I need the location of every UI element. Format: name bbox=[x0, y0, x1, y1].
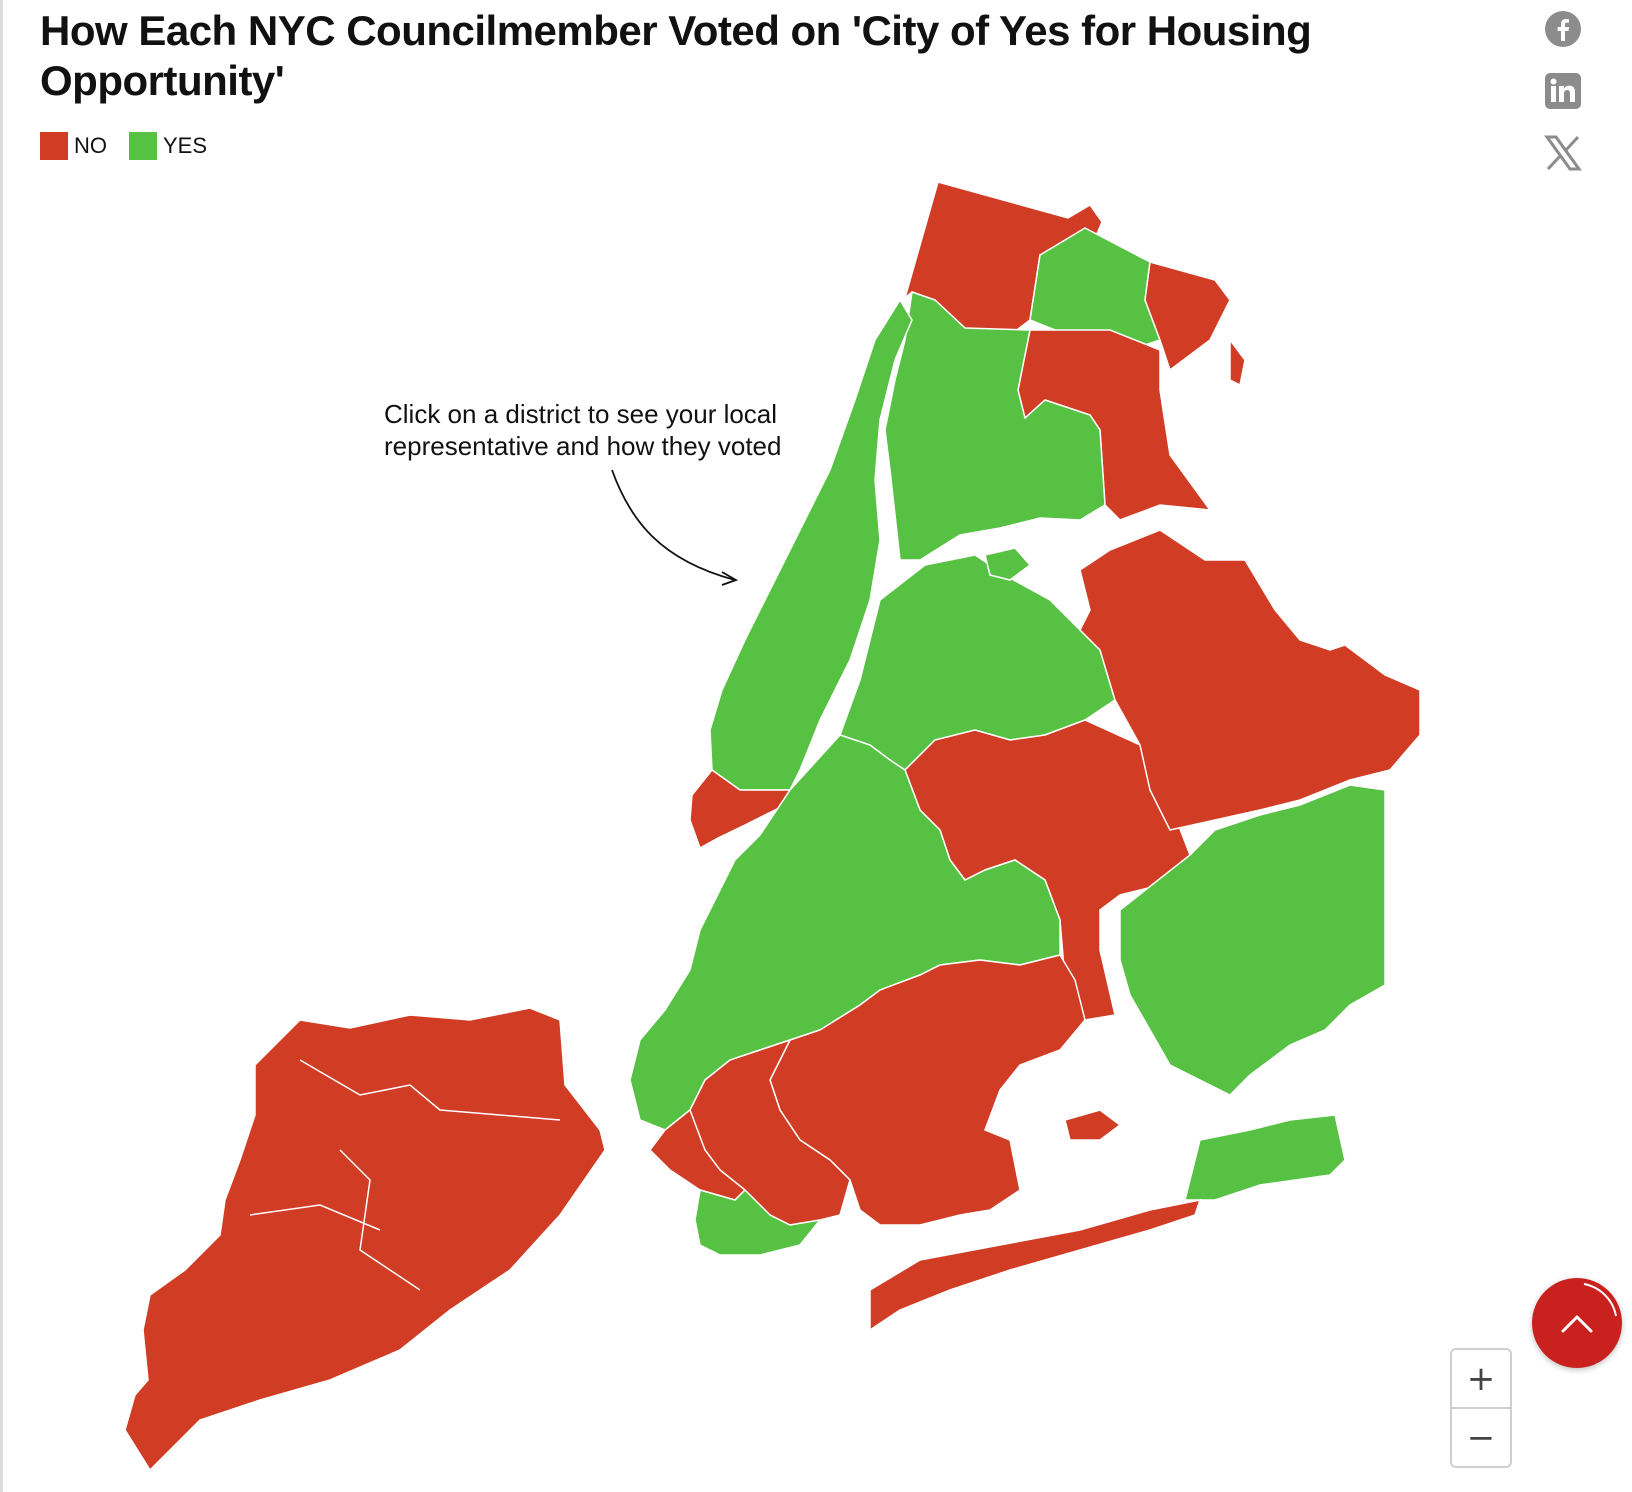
page-title: How Each NYC Councilmember Voted on 'Cit… bbox=[40, 7, 1312, 104]
district-bronx-islands[interactable] bbox=[1229, 337, 1246, 387]
facebook-share-button[interactable] bbox=[1542, 8, 1584, 50]
legend-item-yes: YES bbox=[129, 132, 207, 160]
legend-label-no: NO bbox=[74, 133, 107, 158]
x-icon bbox=[1544, 135, 1582, 171]
district-brooklyn-coney-island[interactable] bbox=[694, 1188, 822, 1256]
district-island-east-river[interactable] bbox=[984, 547, 1032, 581]
map-annotation: Click on a district to see your local re… bbox=[384, 398, 824, 462]
district-manhattan-lower[interactable] bbox=[689, 768, 792, 850]
scroll-progress-ring bbox=[1583, 1283, 1617, 1317]
staten-island-boundaries bbox=[249, 1059, 561, 1291]
annotation-line-1: Click on a district to see your local bbox=[384, 399, 778, 429]
legend-swatch-yes bbox=[129, 132, 157, 160]
district-bronx-central[interactable] bbox=[884, 290, 1106, 561]
district-queens-southeast[interactable] bbox=[1119, 784, 1386, 1096]
legend-swatch-no bbox=[40, 132, 68, 160]
district-queens-southeast-2[interactable] bbox=[1184, 1114, 1346, 1201]
district-staten-island[interactable] bbox=[124, 1007, 606, 1472]
annotation-line-2: representative and how they voted bbox=[384, 431, 782, 461]
legend: NO YES bbox=[40, 132, 229, 160]
facebook-icon bbox=[1545, 11, 1581, 47]
district-jamaica-bay-island[interactable] bbox=[1064, 1109, 1122, 1141]
map-zoom-controls: + − bbox=[1450, 1348, 1512, 1468]
zoom-in-button[interactable]: + bbox=[1452, 1350, 1510, 1409]
district-bronx-east[interactable] bbox=[1144, 261, 1231, 372]
zoom-out-button[interactable]: − bbox=[1466, 1417, 1496, 1458]
legend-item-no: NO bbox=[40, 132, 107, 160]
chevron-up-icon bbox=[1561, 1315, 1593, 1333]
linkedin-share-button[interactable] bbox=[1542, 70, 1584, 112]
linkedin-icon bbox=[1545, 73, 1581, 109]
page-left-border bbox=[0, 0, 3, 1492]
scroll-to-top-button[interactable] bbox=[1532, 1278, 1622, 1368]
district-queens-rockaway[interactable] bbox=[869, 1199, 1202, 1332]
x-share-button[interactable] bbox=[1542, 132, 1584, 174]
legend-label-yes: YES bbox=[163, 133, 208, 158]
district-queens-northeast[interactable] bbox=[1079, 529, 1421, 831]
